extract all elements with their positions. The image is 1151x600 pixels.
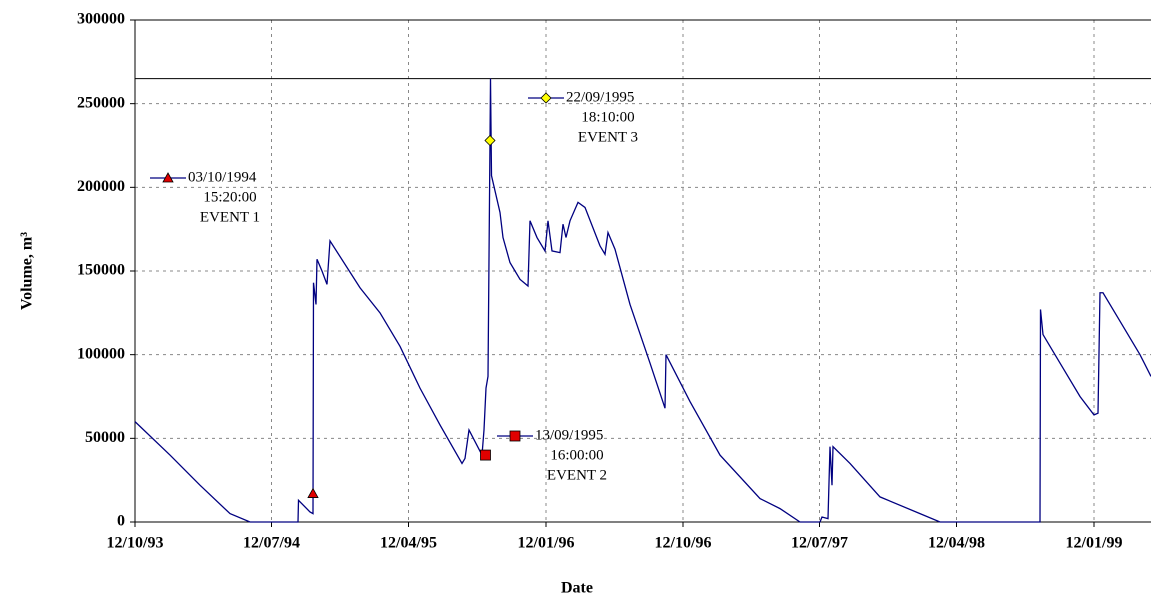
event-label: EVENT 3	[578, 129, 638, 145]
x-tick-label: 12/07/97	[791, 535, 848, 552]
event-date: 13/09/1995	[535, 427, 603, 443]
x-axis-label: Date	[561, 580, 593, 597]
event-label: EVENT 1	[200, 209, 260, 225]
event-marker	[484, 134, 496, 147]
event-marker	[480, 449, 491, 461]
y-tick-label: 50000	[85, 429, 125, 446]
volume-line	[134, 78, 1151, 523]
event-time: 15:20:00	[203, 189, 256, 205]
event-time: 18:10:00	[581, 109, 634, 125]
y-tick-label: 200000	[77, 178, 125, 195]
event-date: 03/10/1994	[188, 169, 257, 185]
event-key-marker	[540, 92, 552, 104]
x-tick-label: 12/10/96	[655, 535, 712, 552]
x-tick-label: 12/04/98	[928, 535, 985, 552]
y-tick-label: 100000	[77, 345, 125, 362]
x-tick-label: 12/01/96	[518, 535, 575, 552]
x-tick-label: 12/01/99	[1066, 535, 1123, 552]
event-time: 16:00:00	[550, 447, 603, 463]
x-tick-label: 12/04/95	[380, 535, 437, 552]
event-marker	[307, 487, 319, 498]
y-axis-label: Volume, m³	[19, 232, 36, 310]
y-tick-label: 0	[117, 513, 125, 530]
event-date: 22/09/1995	[566, 89, 634, 105]
x-tick-label: 12/07/94	[243, 535, 300, 552]
y-tick-label: 150000	[77, 262, 125, 279]
event-label: EVENT 2	[547, 467, 607, 483]
x-tick-label: 12/10/93	[107, 535, 164, 552]
event-key-marker	[162, 172, 174, 183]
y-tick-label: 300000	[77, 11, 125, 28]
event-key-marker	[509, 430, 521, 442]
y-tick-label: 250000	[77, 94, 125, 111]
